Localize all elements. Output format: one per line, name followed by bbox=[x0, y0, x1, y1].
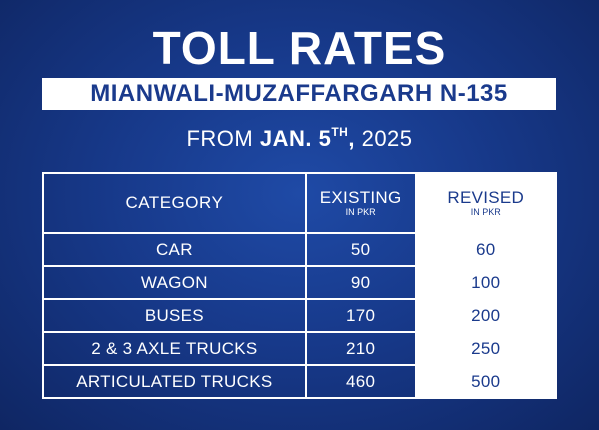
table-row: WAGON 90 100 bbox=[42, 265, 558, 300]
table-row: BUSES 170 200 bbox=[42, 298, 558, 333]
date-comma: , bbox=[348, 126, 355, 151]
header-revised-unit: IN PKR bbox=[470, 207, 501, 217]
row-revised: 250 bbox=[414, 331, 558, 366]
toll-rates-table: CATEGORY EXISTING IN PKR REVISED IN PKR … bbox=[42, 172, 558, 399]
route-banner: MIANWALI-MUZAFFARGARH N-135 bbox=[42, 78, 556, 110]
header-revised: REVISED IN PKR bbox=[414, 172, 558, 234]
row-revised: 200 bbox=[414, 298, 558, 333]
row-revised: 60 bbox=[414, 232, 558, 267]
header-category: CATEGORY bbox=[42, 172, 307, 234]
row-category: CAR bbox=[42, 232, 307, 267]
date-suffix: TH bbox=[331, 125, 349, 139]
row-existing: 50 bbox=[304, 232, 417, 267]
header-existing-unit: IN PKR bbox=[345, 207, 376, 217]
effective-date: FROM JAN. 5TH, 2025 bbox=[0, 118, 599, 153]
header-existing-label: EXISTING bbox=[319, 188, 402, 207]
date-year: 2025 bbox=[361, 126, 413, 151]
table-row: ARTICULATED TRUCKS 460 500 bbox=[42, 364, 558, 399]
row-existing: 90 bbox=[304, 265, 417, 300]
page-title: TOLL RATES bbox=[152, 22, 447, 74]
table-header-row: CATEGORY EXISTING IN PKR REVISED IN PKR bbox=[42, 172, 558, 234]
route-label: MIANWALI-MUZAFFARGARH N-135 bbox=[90, 80, 508, 107]
row-existing: 170 bbox=[304, 298, 417, 333]
table-row: CAR 50 60 bbox=[42, 232, 558, 267]
row-revised: 500 bbox=[414, 364, 558, 399]
row-existing: 460 bbox=[304, 364, 417, 399]
date-main: JAN. 5 bbox=[259, 126, 332, 151]
row-existing: 210 bbox=[304, 331, 417, 366]
table-row: 2 & 3 AXLE TRUCKS 210 250 bbox=[42, 331, 558, 366]
header-revised-label: REVISED bbox=[447, 188, 525, 207]
row-category: ARTICULATED TRUCKS bbox=[42, 364, 307, 399]
header-existing: EXISTING IN PKR bbox=[304, 172, 417, 234]
row-category: 2 & 3 AXLE TRUCKS bbox=[42, 331, 307, 366]
row-revised: 100 bbox=[414, 265, 558, 300]
date-prefix: FROM bbox=[186, 126, 254, 151]
row-category: BUSES bbox=[42, 298, 307, 333]
row-category: WAGON bbox=[42, 265, 307, 300]
